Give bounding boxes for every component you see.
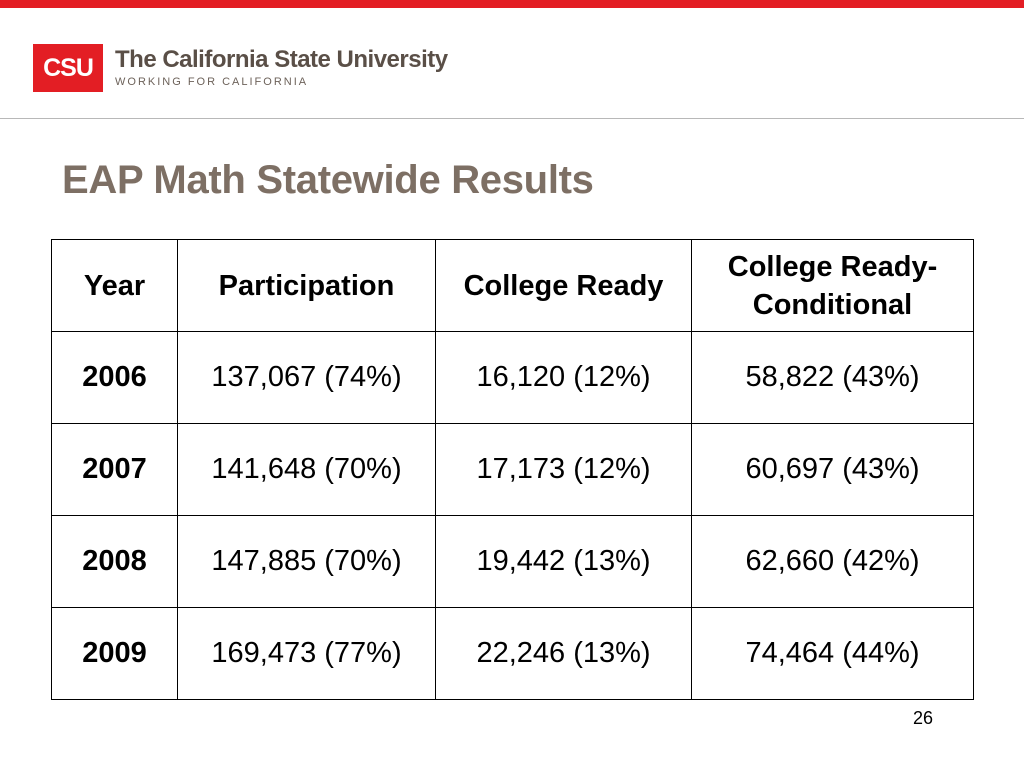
table-row: 2009 169,473 (77%) 22,246 (13%) 74,464 (… [51,607,974,700]
cell-year: 2006 [51,331,178,424]
cell-conditional: 60,697 (43%) [691,423,974,516]
cell-college-ready: 16,120 (12%) [435,331,692,424]
header-participation: Participation [177,239,436,332]
cell-participation: 169,473 (77%) [177,607,436,700]
cell-college-ready: 19,442 (13%) [435,515,692,608]
cell-college-ready: 22,246 (13%) [435,607,692,700]
logo-wordmark: The California State University WORKING … [115,47,448,89]
table-row: 2007 141,648 (70%) 17,173 (12%) 60,697 (… [51,423,974,516]
university-name: The California State University [115,46,448,73]
csu-logo-mark: CSU [33,44,103,92]
header-year: Year [51,239,178,332]
university-tagline: WORKING FOR CALIFORNIA [115,76,309,88]
table-row: 2008 147,885 (70%) 19,442 (13%) 62,660 (… [51,515,974,608]
cell-conditional: 74,464 (44%) [691,607,974,700]
header-divider [0,118,1024,119]
cell-year: 2008 [51,515,178,608]
top-accent-bar [0,0,1024,8]
cell-participation: 137,067 (74%) [177,331,436,424]
header-college-ready-conditional: College Ready- Conditional [691,239,974,332]
header-college-ready: College Ready [435,239,692,332]
cell-conditional: 58,822 (43%) [691,331,974,424]
results-table: Year Participation College Ready College… [51,239,974,700]
table-row: 2006 137,067 (74%) 16,120 (12%) 58,822 (… [51,331,974,424]
cell-participation: 141,648 (70%) [177,423,436,516]
cell-college-ready: 17,173 (12%) [435,423,692,516]
cell-year: 2007 [51,423,178,516]
csu-logo: CSU The California State University WORK… [33,44,448,92]
page-number: 26 [913,708,934,728]
table-header-row: Year Participation College Ready College… [51,239,974,332]
slide-title: EAP Math Statewide Results [62,158,594,202]
cell-conditional: 62,660 (42%) [691,515,974,608]
cell-year: 2009 [51,607,178,700]
cell-participation: 147,885 (70%) [177,515,436,608]
